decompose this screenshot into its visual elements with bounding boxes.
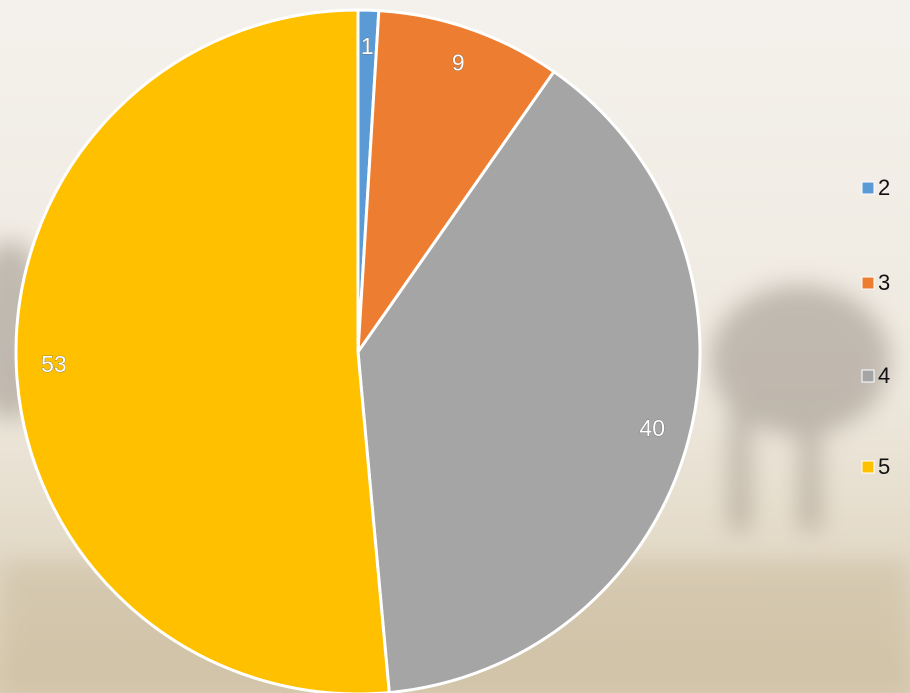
data-label: 40 [639, 415, 665, 441]
legend-label: 2 [878, 175, 890, 200]
pie: 1 9 40 53 [14, 8, 702, 693]
pie-slice [356, 70, 702, 693]
legend-label: 5 [878, 454, 890, 479]
pie-slice [14, 8, 391, 693]
legend-swatch [861, 369, 875, 383]
legend-label: 3 [878, 270, 890, 295]
legend-swatch [861, 181, 875, 195]
legend-swatch [861, 276, 875, 290]
data-label: 53 [41, 351, 67, 377]
legend-label: 4 [878, 363, 890, 388]
pie-slice [356, 9, 556, 354]
data-label: 9 [452, 50, 465, 76]
legend-swatch [861, 460, 875, 474]
legend: 2 3 4 5 [861, 175, 890, 479]
data-label: 1 [361, 33, 374, 59]
